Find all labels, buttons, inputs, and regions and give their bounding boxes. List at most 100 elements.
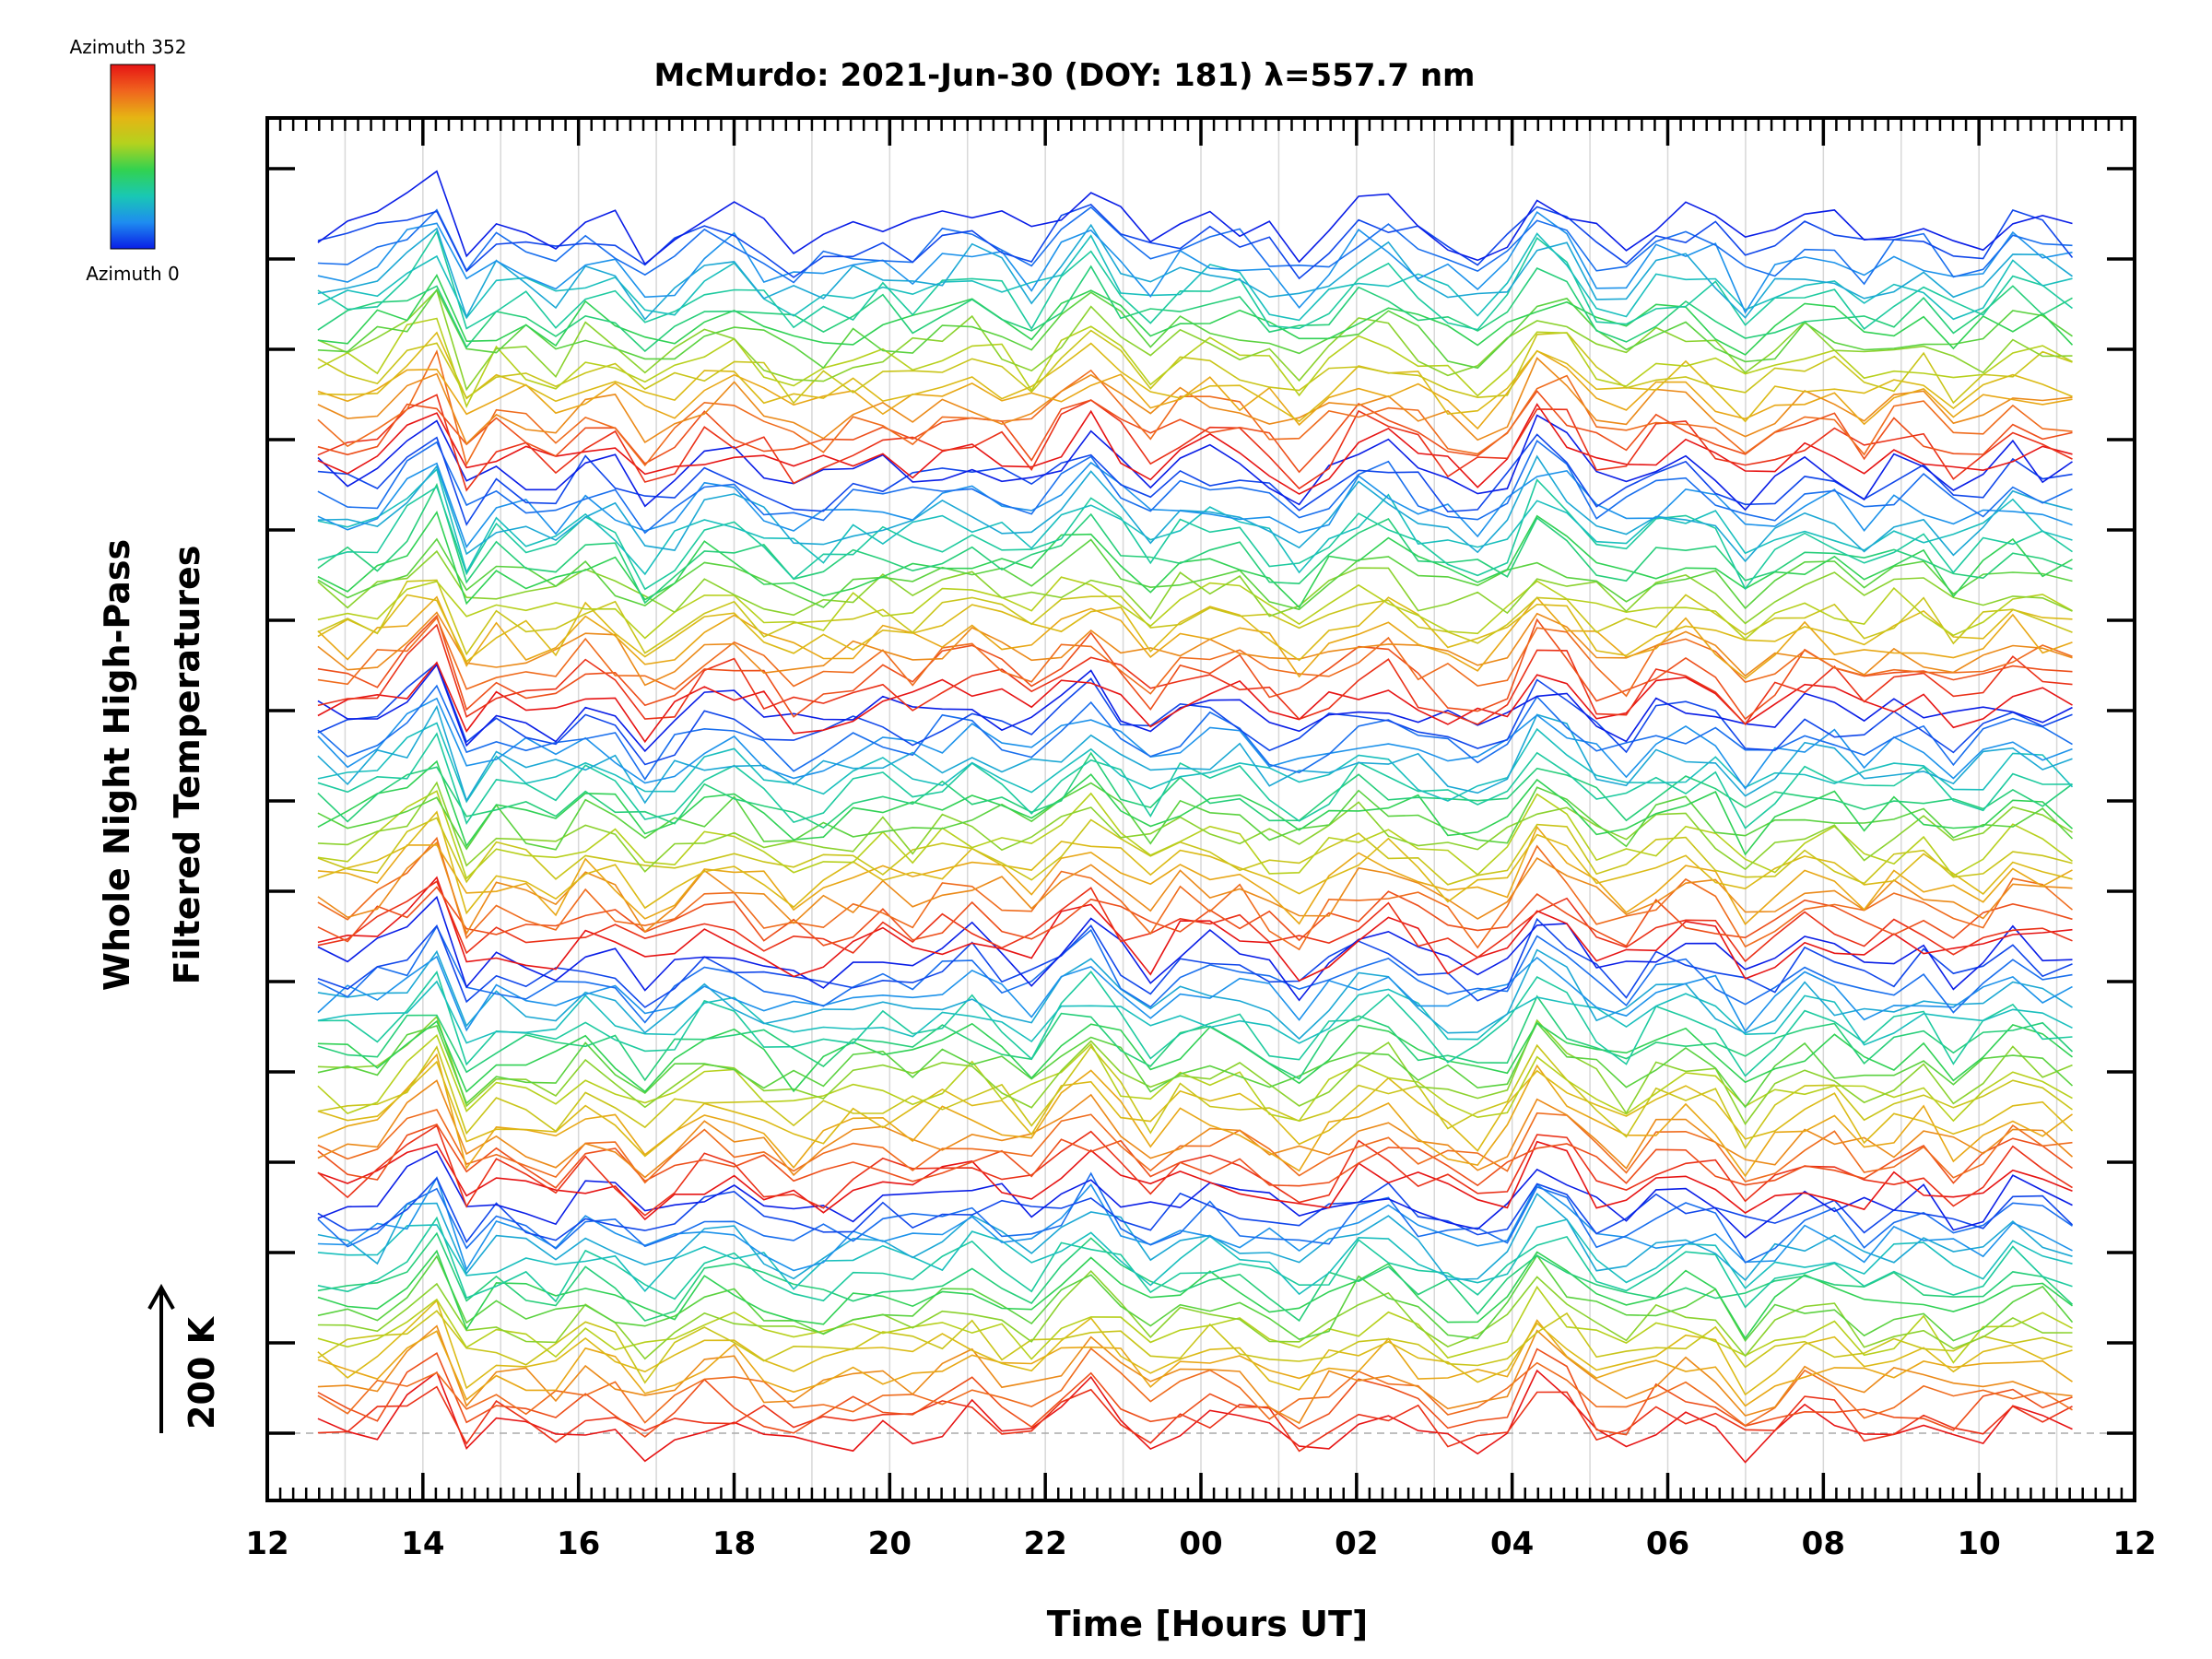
colorbar: Azimuth 352 Azimuth 0 bbox=[70, 36, 187, 285]
trace-line-99 bbox=[317, 170, 2073, 265]
trace-line-38 bbox=[317, 917, 2073, 1008]
trace-line-23 bbox=[317, 1109, 2073, 1184]
x-tick-label: 20 bbox=[868, 1525, 912, 1562]
trace-line-86 bbox=[317, 331, 2073, 423]
trace-line-53 bbox=[317, 732, 2073, 830]
y-axis-label-line1: Whole Night High-Pass bbox=[97, 539, 137, 991]
trace-line-3 bbox=[317, 1347, 2073, 1427]
trace-line-13 bbox=[317, 1216, 2073, 1309]
trace-line-0 bbox=[317, 1369, 2073, 1464]
trace-line-25 bbox=[317, 1053, 2073, 1178]
trace-line-98 bbox=[317, 203, 2074, 280]
x-tick-label: 00 bbox=[1179, 1525, 1222, 1562]
trace-line-43 bbox=[317, 836, 2074, 951]
plot-frame bbox=[265, 116, 2136, 1502]
x-axis-label: Time [Hours UT] bbox=[1047, 1604, 1369, 1644]
trace-line-96 bbox=[317, 210, 2073, 314]
x-tick-labels: 12 14 16 18 20 22 00 02 04 06 08 10 12 bbox=[245, 1525, 2156, 1562]
trace-line-29 bbox=[317, 1015, 2073, 1125]
x-tick-label: 12 bbox=[2112, 1525, 2156, 1562]
scale-arrow-head bbox=[147, 1283, 175, 1310]
trace-line-65 bbox=[317, 595, 2073, 680]
trace-line-4 bbox=[317, 1324, 2073, 1425]
trace-line-95 bbox=[317, 223, 2073, 321]
trace-line-62 bbox=[317, 614, 2073, 721]
trace-line-66 bbox=[317, 594, 2073, 664]
trace-line-93 bbox=[317, 229, 2073, 331]
trace-line-15 bbox=[317, 1193, 2073, 1282]
trace-line-33 bbox=[317, 971, 2073, 1077]
trace-line-70 bbox=[317, 537, 2073, 611]
trace-line-26 bbox=[317, 1060, 2074, 1158]
x-tick-label: 10 bbox=[1958, 1525, 2001, 1562]
trace-line-90 bbox=[317, 288, 2073, 370]
trace-line-34 bbox=[317, 980, 2073, 1046]
trace-line-92 bbox=[317, 265, 2073, 353]
trace-line-7 bbox=[317, 1310, 2073, 1384]
trace-line-77 bbox=[317, 439, 2073, 535]
trace-line-27 bbox=[317, 1043, 2073, 1150]
trace-line-16 bbox=[317, 1176, 2073, 1272]
trace-line-75 bbox=[317, 454, 2073, 563]
trace-line-30 bbox=[317, 1021, 2074, 1109]
trace-line-88 bbox=[317, 317, 2073, 408]
x-tick-label: 14 bbox=[401, 1525, 444, 1562]
trace-line-47 bbox=[317, 817, 2073, 886]
trace-line-35 bbox=[317, 948, 2073, 1041]
trace-line-59 bbox=[317, 663, 2073, 753]
x-tick-label: 02 bbox=[1335, 1525, 1378, 1562]
data-traces bbox=[317, 170, 2074, 1464]
trace-line-8 bbox=[317, 1285, 2073, 1364]
trace-line-61 bbox=[317, 623, 2073, 725]
scale-indicator: 200 K bbox=[147, 1283, 222, 1433]
trace-line-68 bbox=[317, 576, 2073, 641]
trace-line-36 bbox=[317, 955, 2073, 1033]
trace-line-63 bbox=[317, 616, 2073, 698]
trace-line-44 bbox=[317, 841, 2073, 935]
trace-line-28 bbox=[317, 1034, 2073, 1123]
colorbar-top-label: Azimuth 352 bbox=[70, 36, 187, 58]
trace-line-60 bbox=[317, 661, 2073, 744]
x-tick-label: 12 bbox=[245, 1525, 288, 1562]
trace-line-2 bbox=[317, 1347, 2073, 1438]
trace-line-83 bbox=[317, 349, 2073, 467]
x-tick-label: 06 bbox=[1646, 1525, 1689, 1562]
trace-line-76 bbox=[317, 461, 2073, 548]
chart-title: McMurdo: 2021-Jun-30 (DOY: 181) λ=557.7 … bbox=[654, 57, 1476, 94]
trace-line-42 bbox=[317, 886, 2073, 947]
trace-line-81 bbox=[317, 394, 2073, 492]
trace-line-80 bbox=[317, 403, 2073, 495]
trace-line-31 bbox=[317, 1019, 2073, 1093]
trace-line-21 bbox=[317, 1124, 2073, 1217]
x-tick-label: 08 bbox=[1802, 1525, 1845, 1562]
trace-line-22 bbox=[317, 1124, 2073, 1189]
trace-line-82 bbox=[317, 390, 2073, 474]
trace-line-50 bbox=[317, 782, 2074, 851]
trace-line-72 bbox=[317, 482, 2073, 605]
trace-line-20 bbox=[317, 1140, 2073, 1221]
x-tick-label: 16 bbox=[557, 1525, 600, 1562]
trace-line-85 bbox=[317, 349, 2073, 430]
trace-line-10 bbox=[317, 1253, 2074, 1342]
trace-line-58 bbox=[317, 662, 2073, 766]
trace-line-52 bbox=[317, 751, 2073, 830]
colorbar-gradient bbox=[110, 64, 156, 250]
trace-line-39 bbox=[317, 895, 2073, 1002]
trace-line-51 bbox=[317, 759, 2074, 856]
trace-line-5 bbox=[317, 1319, 2073, 1407]
trace-line-74 bbox=[317, 467, 2073, 576]
trace-line-73 bbox=[317, 478, 2073, 591]
trace-line-71 bbox=[317, 511, 2073, 609]
trace-line-57 bbox=[317, 684, 2073, 781]
trace-line-6 bbox=[317, 1299, 2073, 1396]
trace-line-17 bbox=[317, 1171, 2073, 1264]
trace-line-12 bbox=[317, 1231, 2074, 1323]
scale-label: 200 K bbox=[182, 1315, 222, 1430]
x-tick-label: 22 bbox=[1024, 1525, 1067, 1562]
trace-line-9 bbox=[317, 1269, 2073, 1360]
trace-line-97 bbox=[317, 206, 2073, 286]
x-tick-label: 04 bbox=[1490, 1525, 1534, 1562]
x-tick-label: 18 bbox=[712, 1525, 756, 1562]
trace-line-18 bbox=[317, 1176, 2074, 1244]
